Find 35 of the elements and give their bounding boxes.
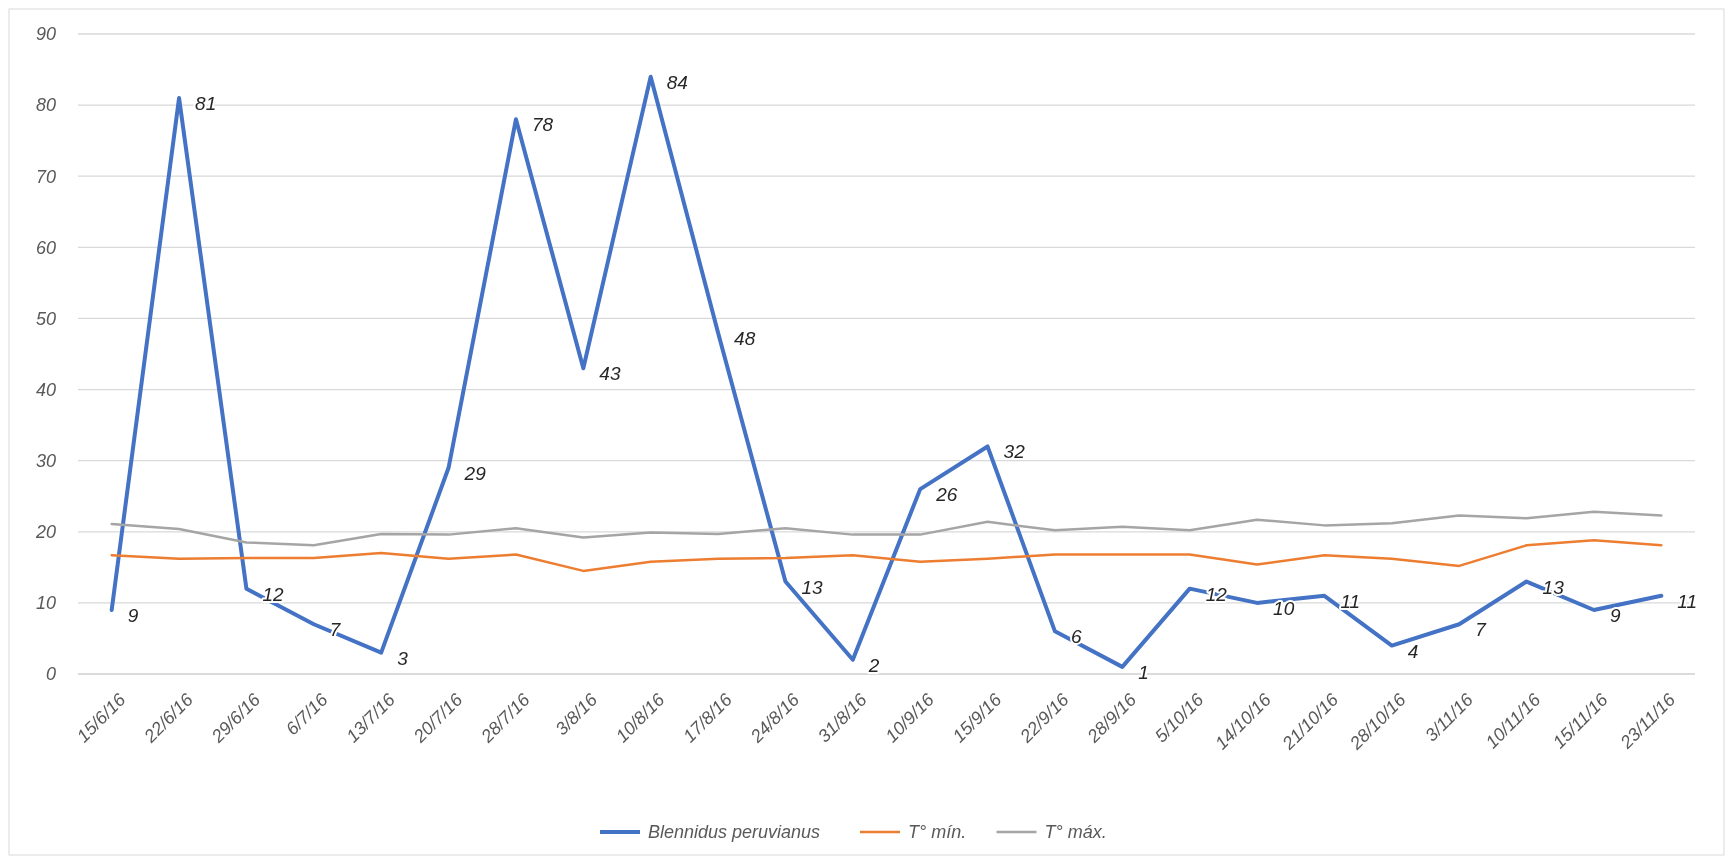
y-tick-label: 40 [35,379,56,400]
y-tick-label: 30 [35,450,56,471]
y-tick-label: 10 [35,593,56,614]
data-label: 43 [599,363,621,385]
line-series [110,539,1663,573]
data-label: 29 [463,462,487,484]
y-tick-label: 50 [35,308,56,329]
y-tick-label: 20 [34,522,56,543]
data-label: 32 [1003,441,1026,463]
data-label: 13 [801,576,823,598]
data-label: 7 [1475,619,1488,641]
legend-label: T° mín. [908,822,967,843]
y-tick-label: 0 [45,664,56,685]
data-label: 9 [1609,605,1621,626]
data-label: 78 [531,114,554,136]
data-label: 48 [734,327,756,349]
data-label: 4 [1407,640,1419,662]
line-series [110,510,1663,547]
data-label: 9 [127,605,139,626]
legend-label: T° máx. [1044,822,1107,843]
data-label: 84 [666,71,688,93]
y-tick-label: 90 [35,24,56,45]
data-label: 81 [195,93,217,114]
data-label: 26 [935,484,958,506]
data-label: 3 [397,647,409,669]
data-label: 2 [867,654,880,676]
data-label: 10 [1273,597,1295,619]
data-label: 11 [1340,590,1361,612]
y-tick-label: 80 [35,95,56,116]
data-label: 1 [1138,661,1149,683]
data-label: 12 [262,583,284,605]
legend-label: Blennidus peruvianus [648,822,821,843]
y-tick-label: 60 [35,237,56,258]
y-tick-label: 70 [35,166,56,187]
data-label: 11 [1677,590,1698,612]
